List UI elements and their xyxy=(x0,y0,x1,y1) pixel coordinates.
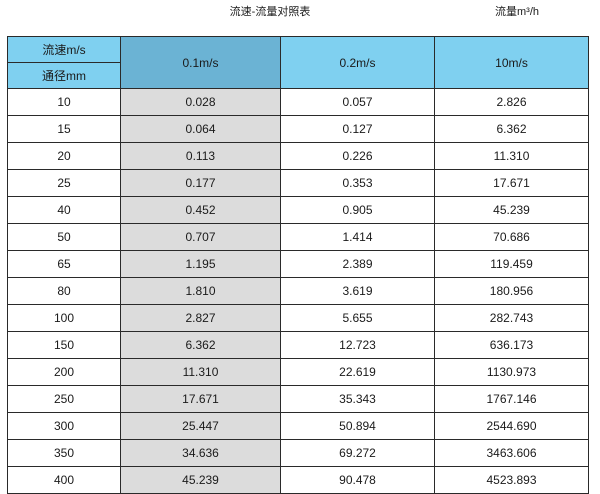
cell-flow-10ms: 4523.893 xyxy=(434,466,589,494)
flow-rate-table-container: 流速m/s 0.1m/s 0.2m/s 10m/s 通径mm 10 0.028 0.… xyxy=(7,36,589,494)
cell-flow-0-1ms: 0.707 xyxy=(120,223,281,251)
header-col-0-1ms: 0.1m/s xyxy=(120,36,281,89)
cell-flow-10ms: 70.686 xyxy=(434,223,589,251)
table-row: 250 17.671 35.343 1767.146 xyxy=(7,385,589,413)
cell-diameter: 80 xyxy=(7,277,121,305)
table-row: 10 0.028 0.057 2.826 xyxy=(7,88,589,116)
cell-flow-0-1ms: 0.452 xyxy=(120,196,281,224)
table-row: 150 6.362 12.723 636.173 xyxy=(7,331,589,359)
flow-rate-table: 流速m/s 0.1m/s 0.2m/s 10m/s 通径mm 10 0.028 0.… xyxy=(7,36,589,494)
cell-flow-0-1ms: 2.827 xyxy=(120,304,281,332)
cell-diameter: 250 xyxy=(7,385,121,413)
table-row: 25 0.177 0.353 17.671 xyxy=(7,169,589,197)
cell-flow-0-2ms: 50.894 xyxy=(280,412,435,440)
cell-flow-0-2ms: 0.226 xyxy=(280,142,435,170)
cell-diameter: 40 xyxy=(7,196,121,224)
cell-diameter: 200 xyxy=(7,358,121,386)
table-row: 80 1.810 3.619 180.956 xyxy=(7,277,589,305)
cell-flow-0-2ms: 1.414 xyxy=(280,223,435,251)
cell-flow-10ms: 282.743 xyxy=(434,304,589,332)
header-col-0-2ms: 0.2m/s xyxy=(280,36,435,89)
table-row: 15 0.064 0.127 6.362 xyxy=(7,115,589,143)
cell-flow-0-2ms: 5.655 xyxy=(280,304,435,332)
cell-flow-0-1ms: 0.177 xyxy=(120,169,281,197)
cell-flow-10ms: 119.459 xyxy=(434,250,589,278)
header-row-top: 流速m/s 0.1m/s 0.2m/s 10m/s xyxy=(7,36,589,89)
table-row: 50 0.707 1.414 70.686 xyxy=(7,223,589,251)
table-row: 350 34.636 69.272 3463.606 xyxy=(7,439,589,467)
table-row: 300 25.447 50.894 2544.690 xyxy=(7,412,589,440)
cell-flow-0-1ms: 34.636 xyxy=(120,439,281,467)
cell-flow-0-1ms: 25.447 xyxy=(120,412,281,440)
cell-flow-0-2ms: 3.619 xyxy=(280,277,435,305)
cell-flow-10ms: 2544.690 xyxy=(434,412,589,440)
cell-diameter: 300 xyxy=(7,412,121,440)
cell-flow-10ms: 636.173 xyxy=(434,331,589,359)
table-row: 400 45.239 90.478 4523.893 xyxy=(7,466,589,494)
page-title: 流速-流量对照表 xyxy=(229,6,311,18)
cell-flow-0-2ms: 0.127 xyxy=(280,115,435,143)
header-col-10ms: 10m/s xyxy=(434,36,589,89)
header-velocity-label: 流速m/s xyxy=(7,36,121,63)
cell-flow-0-2ms: 0.057 xyxy=(280,88,435,116)
cell-flow-0-1ms: 0.113 xyxy=(120,142,281,170)
cell-flow-0-2ms: 90.478 xyxy=(280,466,435,494)
cell-flow-0-1ms: 17.671 xyxy=(120,385,281,413)
cell-flow-10ms: 11.310 xyxy=(434,142,589,170)
cell-diameter: 400 xyxy=(7,466,121,494)
unit-title: 流量m³/h xyxy=(495,6,539,18)
cell-diameter: 10 xyxy=(7,88,121,116)
cell-flow-0-1ms: 0.064 xyxy=(120,115,281,143)
table-row: 65 1.195 2.389 119.459 xyxy=(7,250,589,278)
cell-flow-0-1ms: 1.195 xyxy=(120,250,281,278)
cell-diameter: 25 xyxy=(7,169,121,197)
table-row: 200 11.310 22.619 1130.973 xyxy=(7,358,589,386)
header-diameter-label: 通径mm xyxy=(7,62,121,89)
cell-flow-0-2ms: 12.723 xyxy=(280,331,435,359)
cell-flow-0-2ms: 22.619 xyxy=(280,358,435,386)
header-row-bottom: 通径mm xyxy=(7,62,589,89)
titles-bar: 流速-流量对照表 流量m³/h xyxy=(0,0,600,33)
cell-flow-10ms: 17.671 xyxy=(434,169,589,197)
cell-flow-0-2ms: 69.272 xyxy=(280,439,435,467)
cell-diameter: 15 xyxy=(7,115,121,143)
table-row: 40 0.452 0.905 45.239 xyxy=(7,196,589,224)
cell-diameter: 350 xyxy=(7,439,121,467)
cell-diameter: 150 xyxy=(7,331,121,359)
table-row: 100 2.827 5.655 282.743 xyxy=(7,304,589,332)
cell-flow-0-1ms: 6.362 xyxy=(120,331,281,359)
cell-flow-0-2ms: 0.905 xyxy=(280,196,435,224)
cell-flow-10ms: 1767.146 xyxy=(434,385,589,413)
cell-diameter: 100 xyxy=(7,304,121,332)
cell-flow-10ms: 180.956 xyxy=(434,277,589,305)
cell-flow-0-1ms: 1.810 xyxy=(120,277,281,305)
cell-flow-0-2ms: 35.343 xyxy=(280,385,435,413)
cell-flow-10ms: 3463.606 xyxy=(434,439,589,467)
cell-flow-10ms: 2.826 xyxy=(434,88,589,116)
cell-flow-10ms: 6.362 xyxy=(434,115,589,143)
cell-flow-10ms: 45.239 xyxy=(434,196,589,224)
table-row: 20 0.113 0.226 11.310 xyxy=(7,142,589,170)
cell-diameter: 50 xyxy=(7,223,121,251)
cell-flow-0-1ms: 45.239 xyxy=(120,466,281,494)
cell-diameter: 20 xyxy=(7,142,121,170)
cell-flow-0-2ms: 0.353 xyxy=(280,169,435,197)
cell-flow-0-2ms: 2.389 xyxy=(280,250,435,278)
cell-flow-0-1ms: 0.028 xyxy=(120,88,281,116)
cell-flow-0-1ms: 11.310 xyxy=(120,358,281,386)
cell-flow-10ms: 1130.973 xyxy=(434,358,589,386)
cell-diameter: 65 xyxy=(7,250,121,278)
